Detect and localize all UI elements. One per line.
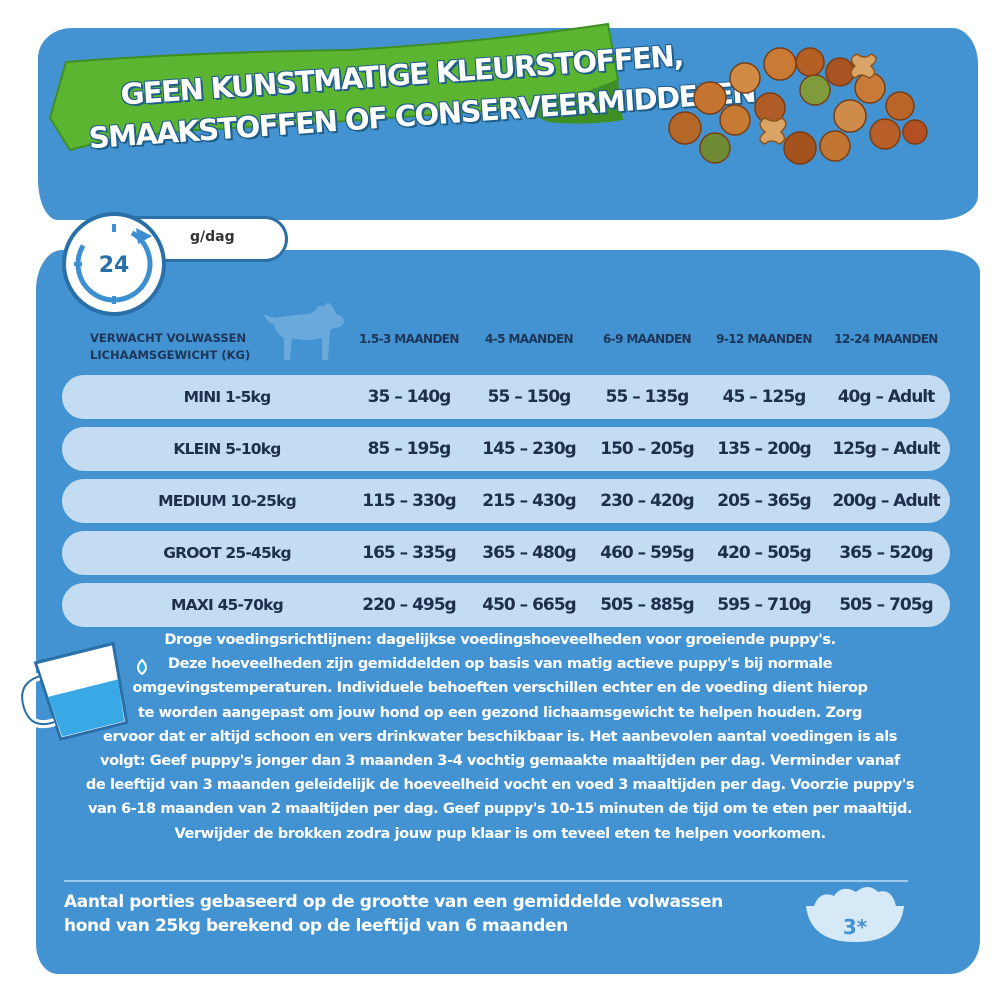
kibble-image [668,47,928,165]
table-row: MINI 1-5kg 35 – 140g 55 – 150g 55 – 135g… [62,375,950,419]
table-cell: 450 – 665g [482,595,576,615]
portions-line-2: hond van 25kg berekend op de leeftijd va… [64,916,568,936]
unit-label: g/dag [190,229,235,245]
table-cell: 40g – Adult [837,387,936,407]
weight-header: VERWACHT VOLWASSEN LICHAAMSGEWICHT (KG) [90,330,250,364]
column-header: 1.5-3 MAANDEN [359,332,459,346]
table-row: KLEIN 5-10kg 85 – 195g 145 – 230g 150 – … [62,427,950,471]
guideline-line: te worden aangepast om jouw hond op een … [138,703,862,721]
column-header: 6-9 MAANDEN [602,332,692,346]
dog-silhouette-icon [264,303,344,360]
row-label: KLEIN 5-10kg [173,440,281,458]
guideline-line: Verwijder de brokken zodra jouw pup klaa… [174,824,826,842]
table-cell: 35 – 140g [367,387,452,407]
table-cell: 55 – 150g [487,387,572,407]
table-cell: 505 – 705g [839,595,933,615]
clock-24-icon: 24 [62,212,166,316]
guideline-line: ervoor dat er altijd schoon en vers drin… [103,727,897,745]
table-cell: 230 – 420g [600,491,694,511]
table-cell: 145 – 230g [482,439,576,459]
row-label: MINI 1-5kg [183,388,272,406]
feeding-guidelines: Droge voedingsrichtlijnen: dagelijkse vo… [58,628,942,846]
food-bowl-icon: 3* [806,887,904,942]
table-cell: 150 – 205g [600,439,694,459]
table-cell: 215 – 430g [482,491,576,511]
table-row: GROOT 25-45kg 165 – 335g 365 – 480g 460 … [62,531,950,575]
table-cell: 460 – 595g [600,543,694,563]
banner-ribbon [48,22,623,152]
portions-badge: 3* [843,915,868,939]
divider [64,880,908,882]
table-cell: 135 – 200g [717,439,811,459]
portions-note: Aantal porties gebaseerd op de grootte v… [64,890,784,938]
table-cell: 505 – 885g [600,595,694,615]
row-label: MAXI 45-70kg [171,596,284,614]
table-cell: 115 – 330g [362,491,456,511]
table-row: MEDIUM 10-25kg 115 – 330g 215 – 430g 230… [62,479,950,523]
guideline-line: volgt: Geef puppy's jonger dan 3 maanden… [100,752,900,770]
column-header: 12-24 MAANDEN [834,332,938,346]
guideline-line: de leeftijd van 3 maanden geleidelijk de… [85,776,915,794]
table-cell: 85 – 195g [367,439,452,459]
row-label: MEDIUM 10-25kg [158,492,297,510]
guideline-line: omgevingstemperaturen. Individuele behoe… [132,679,868,697]
table-cell: 420 – 505g [717,543,811,563]
column-header: 9-12 MAANDEN [716,332,812,346]
weight-header-line-1: VERWACHT VOLWASSEN [90,331,247,345]
water-jug-icon [18,641,147,741]
weight-header-line-2: LICHAAMSGEWICHT (KG) [90,348,251,362]
table-cell: 200g – Adult [832,491,940,511]
column-header: 4-5 MAANDEN [484,332,574,346]
table-cell: 125g – Adult [832,439,940,459]
table-cell: 220 – 495g [362,595,456,615]
portions-line-1: Aantal porties gebaseerd op de grootte v… [64,892,723,912]
table-cell: 365 – 480g [482,543,576,563]
guideline-line: van 6-18 maanden van 2 maaltijden per da… [87,800,913,818]
table-cell: 595 – 710g [717,595,811,615]
clock-value: 24 [99,253,130,278]
guideline-line: Deze hoeveelheden zijn gemiddelden op ba… [167,655,833,673]
guideline-line: Droge voedingsrichtlijnen: dagelijkse vo… [164,631,836,648]
table-cell: 365 – 520g [839,543,933,563]
table-cell: 165 – 335g [362,543,456,563]
row-label: GROOT 25-45kg [163,544,291,562]
table-row: MAXI 45-70kg 220 – 495g 450 – 665g 505 –… [62,583,950,627]
table-cell: 205 – 365g [717,491,811,511]
table-cell: 45 – 125g [722,387,807,407]
table-cell: 55 – 135g [605,387,690,407]
